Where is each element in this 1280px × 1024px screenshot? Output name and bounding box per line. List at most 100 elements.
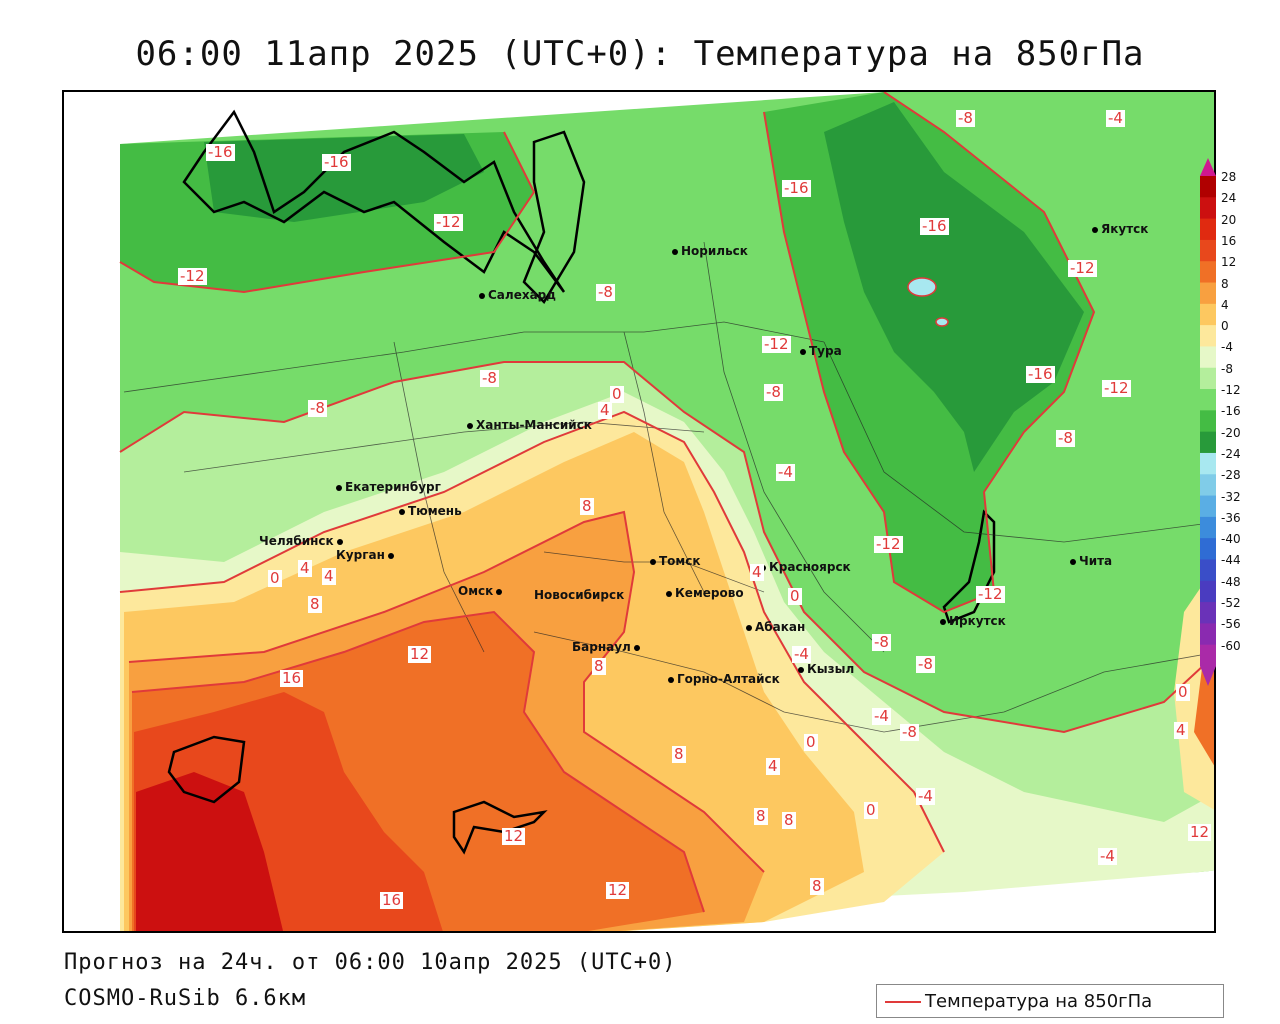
colorbar-tick-label: -20 bbox=[1221, 425, 1241, 440]
colorbar-cell bbox=[1200, 282, 1216, 305]
map-area: Салехард Норильск Тура Якутск Ханты-Манс… bbox=[62, 90, 1216, 933]
contour-label: -12 bbox=[874, 535, 903, 553]
city-label: Иркутск bbox=[949, 614, 1006, 628]
colorbar-cell bbox=[1200, 623, 1216, 646]
contour-label: -16 bbox=[1026, 365, 1055, 383]
contour-label: -12 bbox=[1102, 379, 1131, 397]
contour-label: -8 bbox=[480, 369, 499, 387]
city-dot bbox=[668, 676, 674, 683]
contour-label: 0 bbox=[1176, 683, 1190, 701]
contour-label: -8 bbox=[900, 723, 919, 741]
contour-label: 4 bbox=[598, 401, 612, 419]
city-dot bbox=[650, 558, 656, 565]
city-label: Новосибирск bbox=[534, 588, 625, 602]
colorbar-tick-label: -32 bbox=[1221, 489, 1241, 504]
colorbar-cell bbox=[1200, 346, 1216, 369]
colorbar-tick-label: -48 bbox=[1221, 574, 1241, 589]
contour-label: 12 bbox=[606, 881, 630, 899]
colorbar-cell bbox=[1200, 452, 1216, 475]
colorbar-tick-label: -52 bbox=[1221, 596, 1241, 611]
contour-label: -8 bbox=[956, 109, 975, 127]
city-dot bbox=[666, 590, 672, 597]
city-label: Омск bbox=[458, 584, 494, 598]
contour-label: -4 bbox=[1098, 847, 1117, 865]
contour-label: 4 bbox=[298, 559, 312, 577]
lake-spot bbox=[935, 317, 949, 327]
city-label: Тура bbox=[809, 344, 842, 358]
colorbar-cell bbox=[1200, 176, 1216, 198]
colorbar-cell bbox=[1200, 261, 1216, 284]
city-label: Якутск bbox=[1101, 222, 1149, 236]
colorbar-cell bbox=[1200, 303, 1216, 326]
city-dot bbox=[746, 624, 752, 631]
city-dot bbox=[1070, 558, 1076, 565]
city-barnaul: Барнаул bbox=[572, 640, 643, 654]
city-chita: Чита bbox=[1070, 554, 1112, 568]
city-kemerovo: Кемерово bbox=[666, 586, 744, 600]
city-label: Тюмень bbox=[408, 504, 462, 518]
colorbar-tick-label: -16 bbox=[1221, 404, 1241, 419]
city-label: Красноярск bbox=[769, 560, 851, 574]
colorbar-cell bbox=[1200, 602, 1216, 624]
contour-label: 8 bbox=[308, 595, 322, 613]
colorbar-cell bbox=[1200, 495, 1216, 518]
contour-label: 4 bbox=[1174, 721, 1188, 739]
contour-label: 0 bbox=[610, 385, 624, 403]
contour-label: 12 bbox=[408, 645, 432, 663]
legend-line bbox=[885, 1001, 921, 1003]
colorbar-cell bbox=[1200, 389, 1216, 411]
city-dot bbox=[387, 552, 394, 559]
colorbar-tick-label: -8 bbox=[1221, 361, 1233, 376]
contour-label: -16 bbox=[920, 217, 949, 235]
city-tura: Тура bbox=[800, 344, 842, 358]
colorbar-tick-label: -60 bbox=[1221, 638, 1241, 653]
coastline bbox=[182, 109, 566, 293]
contour-label: 8 bbox=[754, 807, 768, 825]
contour-label: 16 bbox=[380, 891, 404, 909]
colorbar-cell bbox=[1200, 239, 1216, 262]
city-yekaterinburg: Екатеринбург bbox=[336, 480, 441, 494]
legend-label: Температура на 850гПа bbox=[925, 991, 1153, 1012]
cold-zone-east-core bbox=[824, 102, 1084, 472]
colorbar-tick-label: -12 bbox=[1221, 383, 1241, 398]
contour-label: -4 bbox=[792, 645, 811, 663]
city-norilsk: Норильск bbox=[672, 244, 748, 258]
city-dot bbox=[399, 508, 405, 515]
city-label: Кызыл bbox=[807, 662, 855, 676]
colorbar-cell bbox=[1200, 644, 1216, 667]
band-24 bbox=[136, 772, 284, 931]
lake-balkhash bbox=[452, 800, 548, 855]
contour-label: 8 bbox=[810, 877, 824, 895]
city-label: Абакан bbox=[755, 620, 806, 634]
contour-label: 0 bbox=[864, 801, 878, 819]
colorbar-cell bbox=[1200, 580, 1216, 603]
contour-label: -8 bbox=[764, 383, 783, 401]
colorbar-tick-label: 24 bbox=[1221, 191, 1237, 206]
contour-label: -4 bbox=[776, 463, 795, 481]
contour-label: 0 bbox=[804, 733, 818, 751]
city-dot bbox=[336, 538, 343, 545]
city-novosibirsk: Новосибирск bbox=[534, 588, 624, 602]
city-dot bbox=[467, 422, 473, 429]
contour-label: 16 bbox=[280, 669, 304, 687]
city-label: Горно-Алтайск bbox=[677, 672, 780, 686]
city-dot bbox=[1092, 226, 1098, 233]
contour-label: 8 bbox=[672, 745, 686, 763]
city-chelyabinsk: Челябинск bbox=[259, 534, 346, 548]
colorbar-tick-label: -36 bbox=[1221, 510, 1241, 525]
colorbar-tick-label: -44 bbox=[1221, 553, 1241, 568]
contour-label: 0 bbox=[268, 569, 282, 587]
city-label: Салехард bbox=[488, 288, 556, 302]
colorbar-tick-label: -4 bbox=[1221, 340, 1233, 355]
city-label: Томск bbox=[659, 554, 701, 568]
city-gorno-altaysk: Горно-Алтайск bbox=[668, 672, 780, 686]
colorbar-tick-label: 4 bbox=[1221, 297, 1229, 312]
contour-label: -16 bbox=[322, 153, 351, 171]
contour-label: -16 bbox=[206, 143, 235, 161]
contour-label: -12 bbox=[762, 335, 791, 353]
city-tomsk: Томск bbox=[650, 554, 701, 568]
colorbar-tick-label: -24 bbox=[1221, 446, 1241, 461]
contour-label: -12 bbox=[178, 267, 207, 285]
contour-label: -4 bbox=[916, 787, 935, 805]
contour-label: -4 bbox=[1106, 109, 1125, 127]
